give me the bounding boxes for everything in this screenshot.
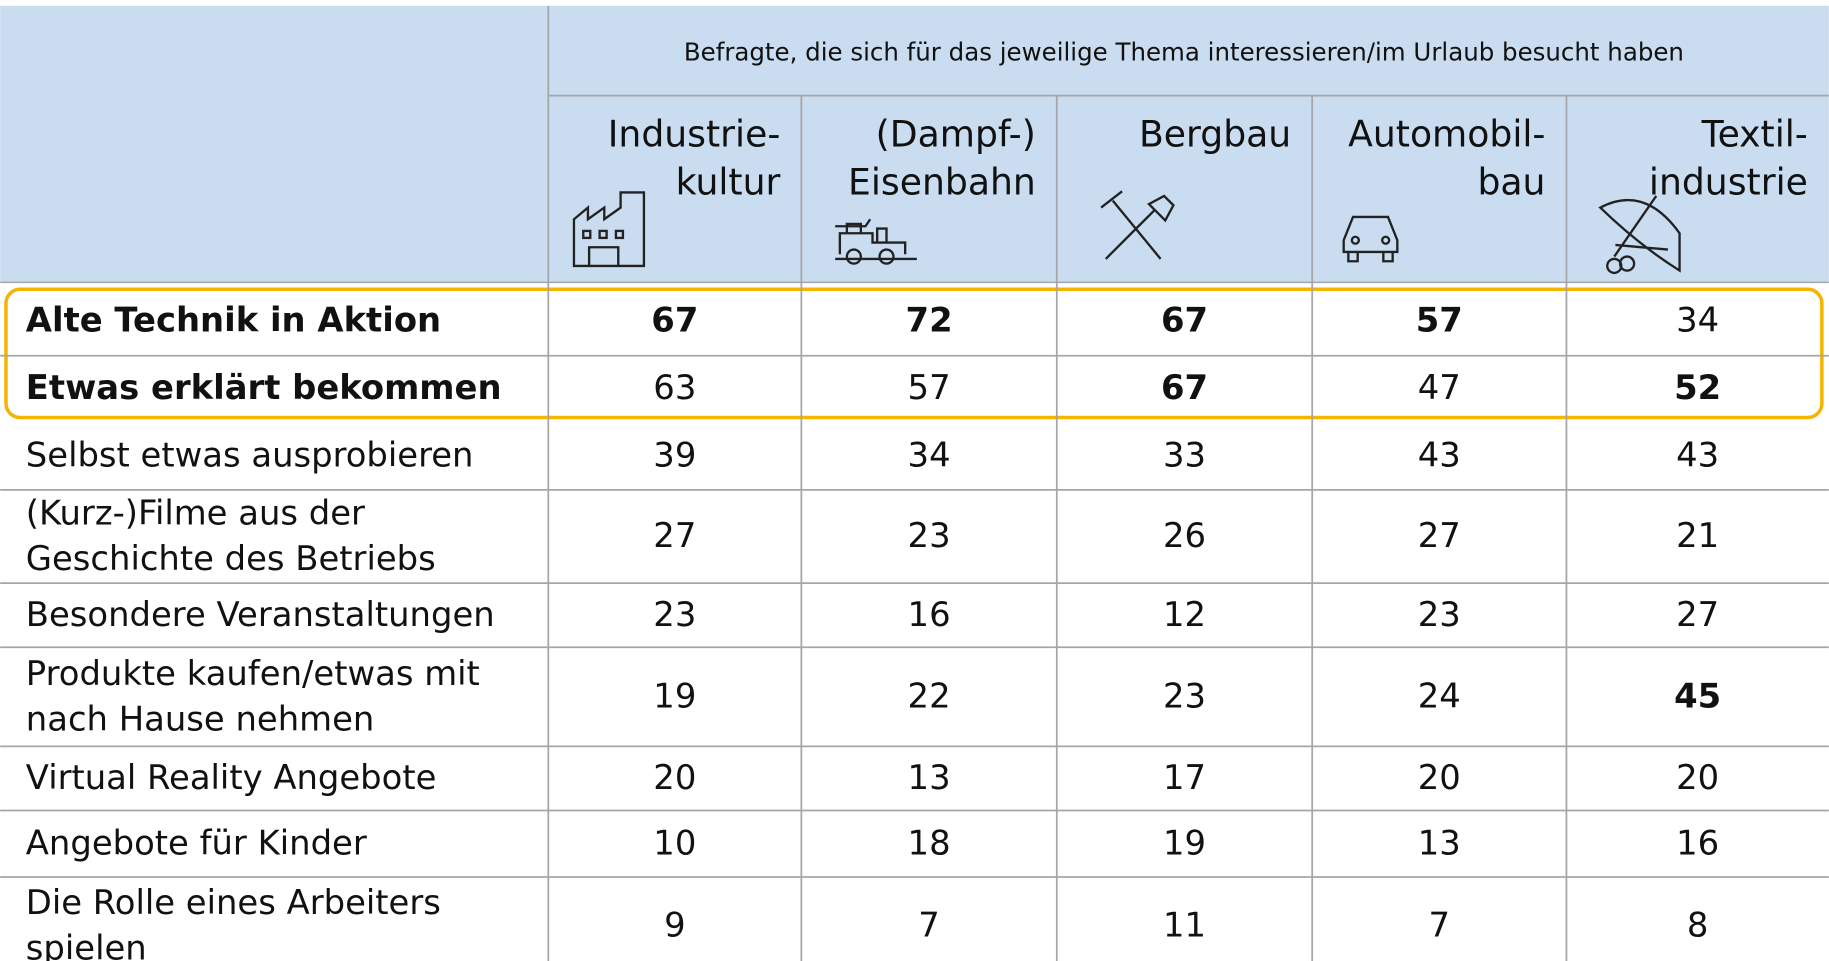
cell-value: 27	[1676, 595, 1719, 634]
cell-value: 9	[664, 906, 686, 945]
column-header: kultur	[676, 160, 781, 203]
cell-value: 23	[908, 516, 951, 555]
cell-value: 63	[653, 368, 696, 407]
column-header: Automobil-	[1348, 112, 1545, 155]
cell-value: 17	[1163, 758, 1206, 797]
row-label: Besondere Veranstaltungen	[26, 595, 495, 634]
column-header: Eisenbahn	[848, 160, 1036, 203]
cell-value: 23	[653, 595, 696, 634]
cell-value: 13	[1418, 823, 1461, 862]
cell-value: 57	[1416, 300, 1463, 339]
train-icon	[835, 218, 917, 265]
cell-value: 72	[906, 300, 953, 339]
cell-value: 12	[1163, 595, 1206, 634]
textile-icon	[1598, 195, 1681, 275]
row-label: Virtual Reality Angebote	[26, 758, 437, 797]
cell-value: 19	[1163, 823, 1206, 862]
cell-value: 67	[1161, 300, 1208, 339]
cell-value: 67	[1161, 368, 1208, 407]
row-label: Selbst etwas ausprobieren	[26, 436, 474, 475]
column-header: Textil-	[1701, 112, 1808, 155]
row-label: spielen	[26, 928, 147, 961]
row-label: Alte Technik in Aktion	[26, 300, 441, 339]
cell-value: 10	[653, 823, 696, 862]
cell-value: 57	[908, 368, 951, 407]
cell-value: 20	[1676, 758, 1719, 797]
cell-value: 47	[1418, 368, 1461, 407]
cell-value: 11	[1163, 906, 1206, 945]
column-header: bau	[1477, 160, 1545, 203]
cell-value: 16	[908, 595, 951, 634]
mining-icon	[1100, 190, 1175, 260]
cell-value: 23	[1418, 595, 1461, 634]
cell-value: 27	[1418, 516, 1461, 555]
cell-value: 67	[651, 300, 698, 339]
cell-value: 16	[1676, 823, 1719, 862]
cell-value: 8	[1687, 906, 1709, 945]
cell-value: 45	[1674, 677, 1721, 716]
column-header: Industrie-	[608, 112, 781, 155]
cell-value: 22	[908, 677, 951, 716]
cell-value: 33	[1163, 436, 1206, 475]
row-label: Etwas erklärt bekommen	[26, 368, 502, 407]
cell-value: 7	[1429, 906, 1451, 945]
row-label: Die Rolle eines Arbeiters	[26, 883, 441, 922]
cell-value: 26	[1163, 516, 1206, 555]
cell-value: 43	[1418, 436, 1461, 475]
cell-value: 18	[908, 823, 951, 862]
row-label: nach Hause nehmen	[26, 699, 375, 738]
cell-value: 23	[1163, 677, 1206, 716]
cell-value: 43	[1676, 436, 1719, 475]
cell-value: 34	[1676, 300, 1719, 339]
row-label: Geschichte des Betriebs	[26, 539, 436, 578]
column-header: industrie	[1649, 160, 1808, 203]
car-icon	[1342, 215, 1399, 263]
row-label: Produkte kaufen/etwas mit	[26, 654, 480, 693]
factory-icon	[572, 191, 646, 268]
header-background	[0, 5, 1829, 282]
column-header: (Dampf-)	[876, 112, 1036, 155]
cell-value: 52	[1674, 368, 1721, 407]
cell-value: 13	[908, 758, 951, 797]
cell-value: 20	[653, 758, 696, 797]
cell-value: 27	[653, 516, 696, 555]
column-header: Bergbau	[1139, 112, 1291, 155]
row-label: Angebote für Kinder	[26, 823, 367, 862]
cell-value: 21	[1676, 516, 1719, 555]
row-label: (Kurz-)Filme aus der	[26, 493, 365, 532]
cell-value: 24	[1418, 677, 1461, 716]
cell-value: 19	[653, 677, 696, 716]
header-note: Befragte, die sich für das jeweilige The…	[684, 38, 1684, 67]
cell-value: 20	[1418, 758, 1461, 797]
cell-value: 39	[653, 436, 696, 475]
highlight-box	[4, 287, 1824, 420]
cell-value: 7	[918, 906, 940, 945]
cell-value: 34	[908, 436, 951, 475]
